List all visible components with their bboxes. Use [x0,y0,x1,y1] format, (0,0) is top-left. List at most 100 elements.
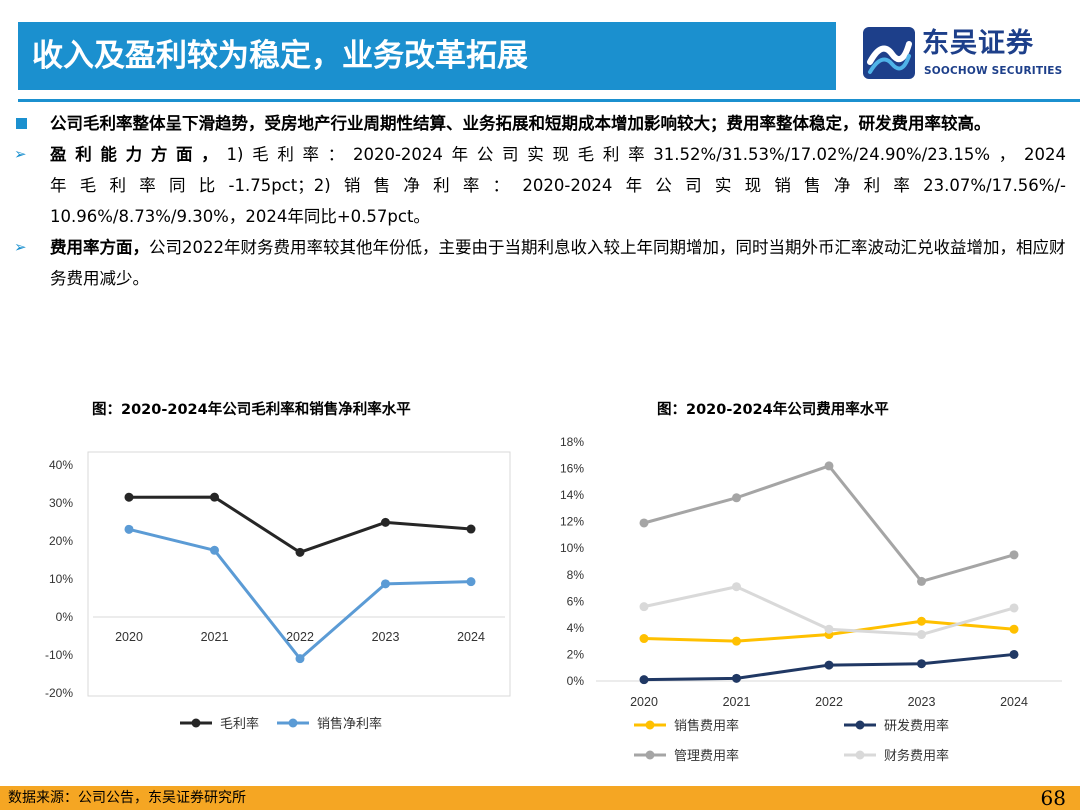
chart1-series-1-point [466,524,476,534]
logo-cn-text: 东吴证券 [922,28,1034,59]
chart2-y-tick-label: 14% [560,488,584,502]
chart1-x-tick-label: 2023 [372,630,400,644]
chart2-series-line-3 [643,464,1015,583]
chart1-series-2-point [381,579,390,589]
chart1-y-tick-label: 0% [56,610,74,624]
chart1-series-2-point [124,524,134,534]
chart2-legend-marker [645,750,655,760]
expense-text: 公司2022年财务费用率较其他年份低，主要由于当期利息收入较上年同期增加，同时当… [50,238,1066,288]
chart2-legend-marker [855,750,865,760]
chart2-y-tick-label: 6% [567,594,585,608]
chart1-x-tick-label: 2020 [115,630,143,644]
chart2-x-tick-label: 2020 [630,695,658,709]
chart1-y-tick-label: 20% [49,534,73,548]
footer-bar: 数据来源：公司公告，东吴证券研究所 68 [0,786,1080,810]
profit-line-2: 年毛利率同比-1.75pct；2)销售净利率：2020-2024年公司实现销售净… [50,176,1066,195]
chart2-series-1-point [732,636,741,646]
chart2-series-3-point [1009,550,1019,560]
chart1-series-2-point [295,654,305,664]
arrow-bullet-icon: ➢ [14,145,27,163]
profit-label: 盈利能力方面， [50,145,227,164]
chart2-series-4-point [917,630,926,640]
chart1-title: 图：2020-2024年公司毛利率和销售净利率水平 [92,402,411,418]
chart2-y-tick-label: 2% [567,647,585,661]
chart1-series-1-point [295,547,305,557]
chart1-x-tick-label: 2022 [286,630,314,644]
chart1-x-tick-label: 2021 [201,630,229,644]
chart2-x-tick-label: 2023 [908,695,936,709]
chart2-series-2-point [824,660,834,670]
chart2-series-4-point [1009,603,1019,613]
chart1-legend-label: 销售净利率 [317,716,382,731]
chart2-series-3-point [824,461,834,471]
page-number: 68 [1040,786,1066,810]
chart2-series-2-point [732,673,741,683]
title-bar: 收入及盈利较为稳定，业务改革拓展 [18,22,836,90]
chart2-legend-marker [645,720,655,730]
chart1-legend-marker [288,718,298,728]
chart1-series-line-1 [128,495,472,554]
chart1-series-1-point [381,517,390,527]
square-bullet-icon [16,118,27,129]
chart2-legend-label: 财务费用率 [884,748,949,763]
chart2-series-1-point [917,616,926,626]
chart2-y-tick-label: 12% [560,515,584,529]
chart2-legend-label: 销售费用率 [674,718,739,733]
chart1-y-tick-label: 30% [49,496,73,510]
chart2-legend-label: 研发费用率 [884,718,949,733]
expense-label: 费用率方面， [50,238,149,257]
main-bullet: 公司毛利率整体呈下滑趋势，受房地产行业周期性结算、业务拓展和短期成本增加影响较大… [14,108,1066,139]
profit-line-1: 盈利能力方面，1)毛利率：2020-2024年公司实现毛利率31.52%/31.… [50,139,1066,170]
profit-bullet: ➢ 盈利能力方面，1)毛利率：2020-2024年公司实现毛利率31.52%/3… [14,139,1066,232]
chart1-series-2-point [210,545,219,555]
chart2-series-3-point [732,493,741,503]
chart2-y-tick-label: 0% [567,674,585,688]
arrow-bullet-icon: ➢ [14,238,27,256]
chart1-series-1-point [124,492,134,502]
chart2-series-4-point [824,624,834,634]
profit-line-1-text: 1)毛利率：2020-2024年公司实现毛利率31.52%/31.53%/17.… [226,145,1067,164]
chart2-x-tick-label: 2022 [815,695,843,709]
main-bullet-text: 公司毛利率整体呈下滑趋势，受房地产行业周期性结算、业务拓展和短期成本增加影响较大… [50,114,991,133]
chart2-y-tick-label: 10% [560,541,584,555]
chart2-series-4-point [639,602,649,612]
chart2-legend-marker [855,720,865,730]
chart2-series-1-point [1009,624,1019,634]
chart1-series-2-point [466,577,476,587]
chart2-x-tick-label: 2024 [1000,695,1028,709]
chart1-margin-chart: -20% -10% 0% 10% 20% 30% 40% 2020 2021 2022 2023 20… [45,451,511,731]
logo-mark-icon [863,27,915,79]
chart2-series-1-point [639,634,649,644]
chart1-series-1-point [210,492,219,502]
logo-en-text: SOOCHOW SECURITIES [924,65,1063,77]
chart1-legend-label: 毛利率 [220,716,259,731]
chart1-y-tick-label: -10% [45,648,73,662]
company-logo: 东吴证券 SOOCHOW SECURITIES [862,24,1067,82]
chart2-y-tick-label: 4% [567,621,585,635]
chart2-series-2-point [917,659,926,669]
chart1-frame [87,451,511,697]
page-title: 收入及盈利较为稳定，业务改革拓展 [32,38,528,74]
chart2-y-tick-label: 18% [560,435,584,449]
chart1-x-tick-label: 2024 [457,630,485,644]
chart2-title: 图：2020-2024年公司费用率水平 [657,402,889,418]
expense-bullet: ➢ 费用率方面，公司2022年财务费用率较其他年份低，主要由于当期利息收入较上年… [14,232,1066,294]
chart2-y-tick-label: 8% [567,568,585,582]
chart2-y-tick-label: 16% [560,462,584,476]
data-source: 数据来源：公司公告，东吴证券研究所 [8,790,246,806]
chart2-legend-label: 管理费用率 [674,748,739,763]
summary-bullets: 公司毛利率整体呈下滑趋势，受房地产行业周期性结算、业务拓展和短期成本增加影响较大… [14,108,1066,294]
chart2-series-3-point [639,518,649,528]
chart2-series-4-point [732,582,741,592]
chart2-series-3-point [917,576,926,586]
chart2-series-2-point [639,675,649,685]
profit-line-3: 10.96%/8.73%/9.30%，2024年同比+0.57pct。 [50,207,430,226]
chart2-expense-chart: 0% 2% 4% 6% 8% 10% 12% 14% 16% 18% 2020 2021 2022 202… [560,435,1062,763]
chart2-x-tick-label: 2021 [723,695,751,709]
chart1-y-tick-label: -20% [45,686,73,700]
chart1-y-tick-label: 40% [49,458,73,472]
header-divider [18,99,1080,102]
chart1-y-tick-label: 10% [49,572,73,586]
chart1-legend-marker [191,718,201,728]
chart2-series-2-point [1009,649,1019,659]
